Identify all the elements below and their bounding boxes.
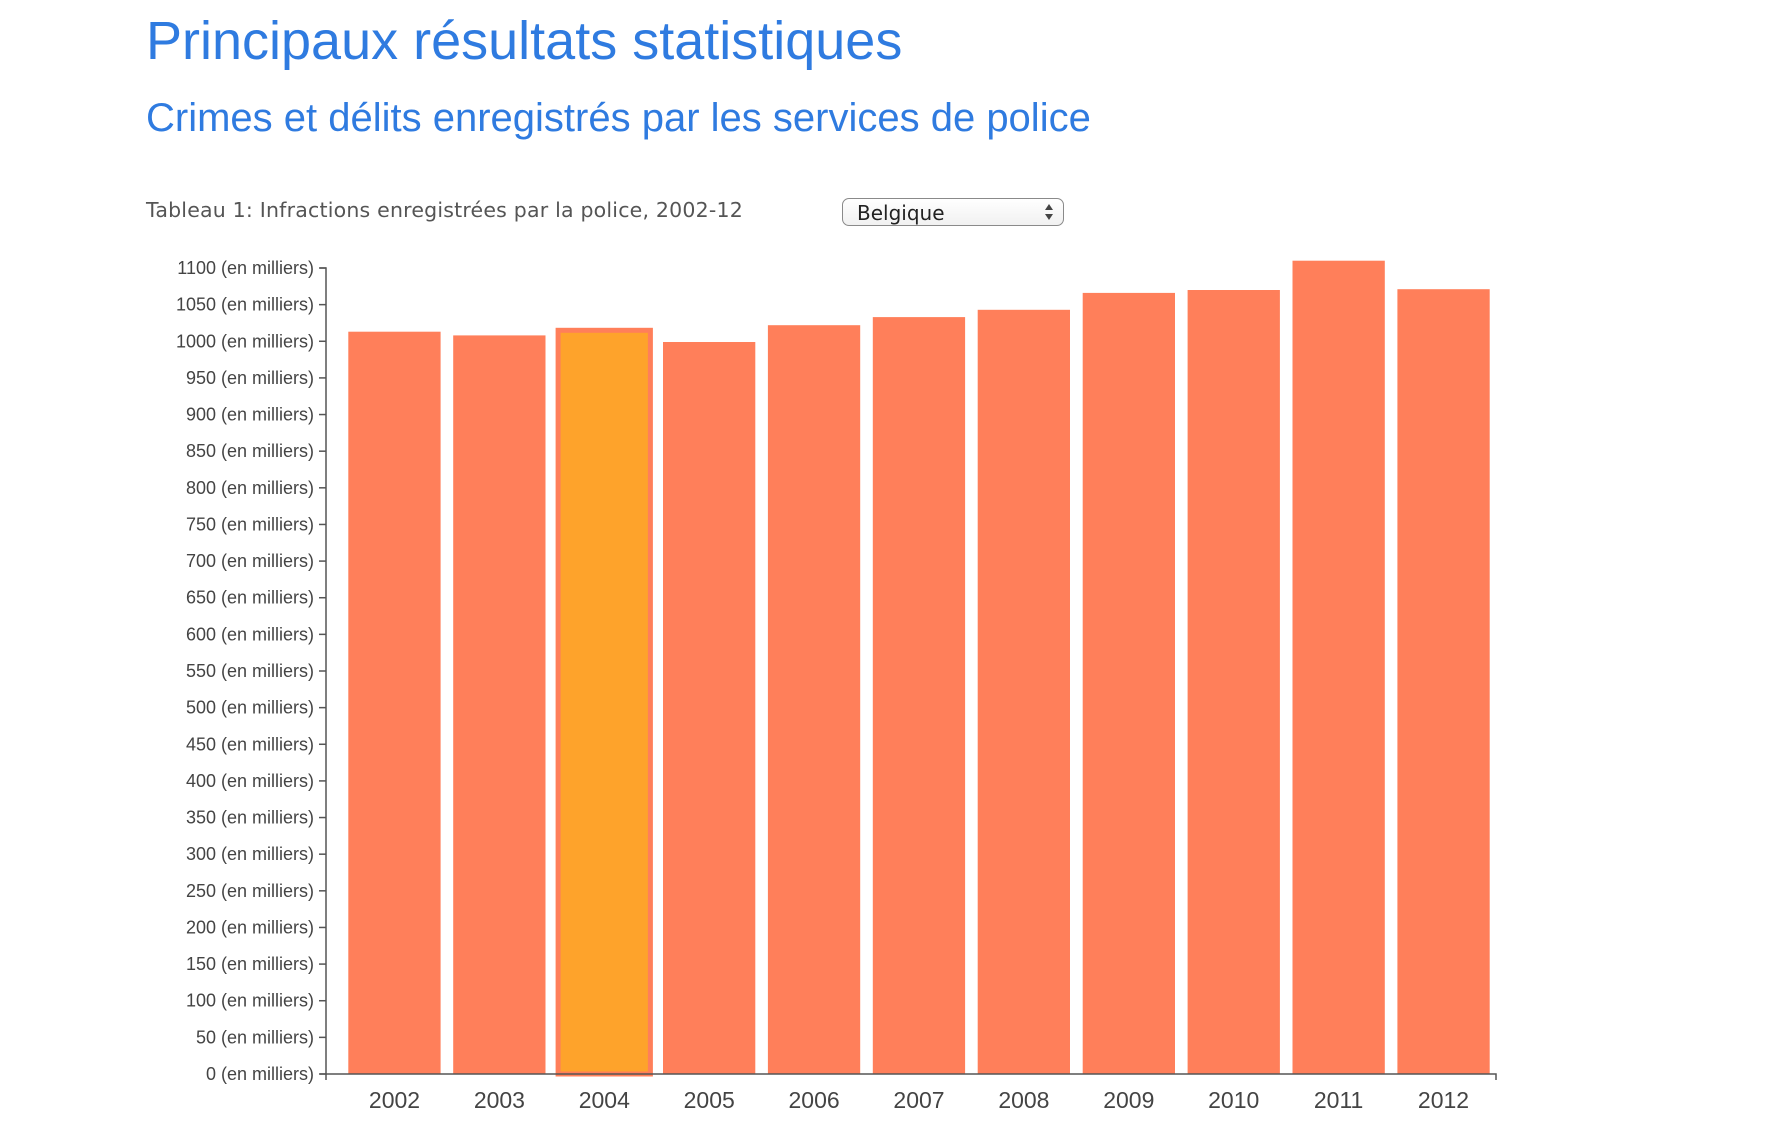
y-tick-label-150: 150 (en milliers) bbox=[186, 954, 314, 974]
bar-2010[interactable] bbox=[1187, 290, 1280, 1074]
y-tick-label-350: 350 (en milliers) bbox=[186, 808, 314, 828]
x-tick-label-2004: 2004 bbox=[579, 1087, 630, 1113]
y-tick-label-700: 700 (en milliers) bbox=[186, 551, 314, 571]
x-tick-label-2012: 2012 bbox=[1418, 1087, 1469, 1113]
x-tick-label-2002: 2002 bbox=[369, 1087, 420, 1113]
x-axis: 2002 2003 2004 2005 2006 2007 2008 2009 2010 2011… bbox=[325, 1073, 1497, 1113]
select-arrows-icon bbox=[1045, 204, 1053, 220]
y-tick-label-750: 750 (en milliers) bbox=[186, 514, 314, 534]
bar-2008[interactable] bbox=[977, 309, 1070, 1074]
bar-2009[interactable] bbox=[1082, 292, 1175, 1074]
page-title: Principaux résultats statistiques bbox=[146, 11, 903, 71]
y-tick-label-800: 800 (en milliers) bbox=[186, 478, 314, 498]
x-tick-label-2006: 2006 bbox=[789, 1087, 840, 1113]
x-tick-label-2010: 2010 bbox=[1208, 1087, 1259, 1113]
y-tick-label-300: 300 (en milliers) bbox=[186, 844, 314, 864]
y-tick-label-450: 450 (en milliers) bbox=[186, 734, 314, 754]
y-tick-label-900: 900 (en milliers) bbox=[186, 405, 314, 425]
y-tick-label-250: 250 (en milliers) bbox=[186, 881, 314, 901]
x-tick-label-2003: 2003 bbox=[474, 1087, 525, 1113]
y-tick-label-950: 950 (en milliers) bbox=[186, 368, 314, 388]
y-tick-label-400: 400 (en milliers) bbox=[186, 771, 314, 791]
y-tick-label-650: 650 (en milliers) bbox=[186, 588, 314, 608]
y-tick-label-500: 500 (en milliers) bbox=[186, 698, 314, 718]
x-tick-label-2007: 2007 bbox=[893, 1087, 944, 1113]
x-tick-label-2005: 2005 bbox=[684, 1087, 735, 1113]
y-tick-label-200: 200 (en milliers) bbox=[186, 917, 314, 937]
y-tick-label-550: 550 (en milliers) bbox=[186, 661, 314, 681]
bar-2011[interactable] bbox=[1292, 260, 1385, 1074]
page-subtitle: Crimes et délits enregistrés par les ser… bbox=[146, 96, 1091, 140]
x-axis-line bbox=[325, 1073, 1497, 1080]
x-tick-label-2008: 2008 bbox=[998, 1087, 1049, 1113]
bar-2006[interactable] bbox=[767, 325, 861, 1074]
y-tick-label-1100: 1100 (en milliers) bbox=[177, 258, 314, 278]
bar-2005[interactable] bbox=[663, 342, 756, 1074]
bars-group bbox=[348, 260, 1490, 1077]
y-tick-label-600: 600 (en milliers) bbox=[186, 624, 314, 644]
bar-2012[interactable] bbox=[1397, 289, 1490, 1074]
x-tick-label-2009: 2009 bbox=[1103, 1087, 1154, 1113]
x-tick-label-2011: 2011 bbox=[1314, 1087, 1363, 1113]
y-axis: 0 (en milliers) 50 (en milliers) 100 (en m… bbox=[176, 258, 327, 1084]
bar-2003[interactable] bbox=[453, 335, 546, 1074]
bar-2002[interactable] bbox=[348, 331, 441, 1074]
y-tick-label-50: 50 (en milliers) bbox=[196, 1027, 314, 1047]
y-tick-label-100: 100 (en milliers) bbox=[186, 991, 314, 1011]
y-tick-label-1050: 1050 (en milliers) bbox=[176, 295, 314, 315]
bar-2007[interactable] bbox=[872, 317, 966, 1075]
bar-2004[interactable] bbox=[555, 327, 653, 1077]
country-select[interactable]: Belgique bbox=[842, 198, 1064, 226]
y-tick-label-0: 0 (en milliers) bbox=[206, 1064, 314, 1084]
table-caption: Tableau 1: Infractions enregistrées par … bbox=[146, 198, 743, 222]
y-tick-label-850: 850 (en milliers) bbox=[186, 441, 314, 461]
country-select-value: Belgique bbox=[857, 201, 945, 225]
y-tick-label-1000: 1000 (en milliers) bbox=[176, 331, 314, 351]
